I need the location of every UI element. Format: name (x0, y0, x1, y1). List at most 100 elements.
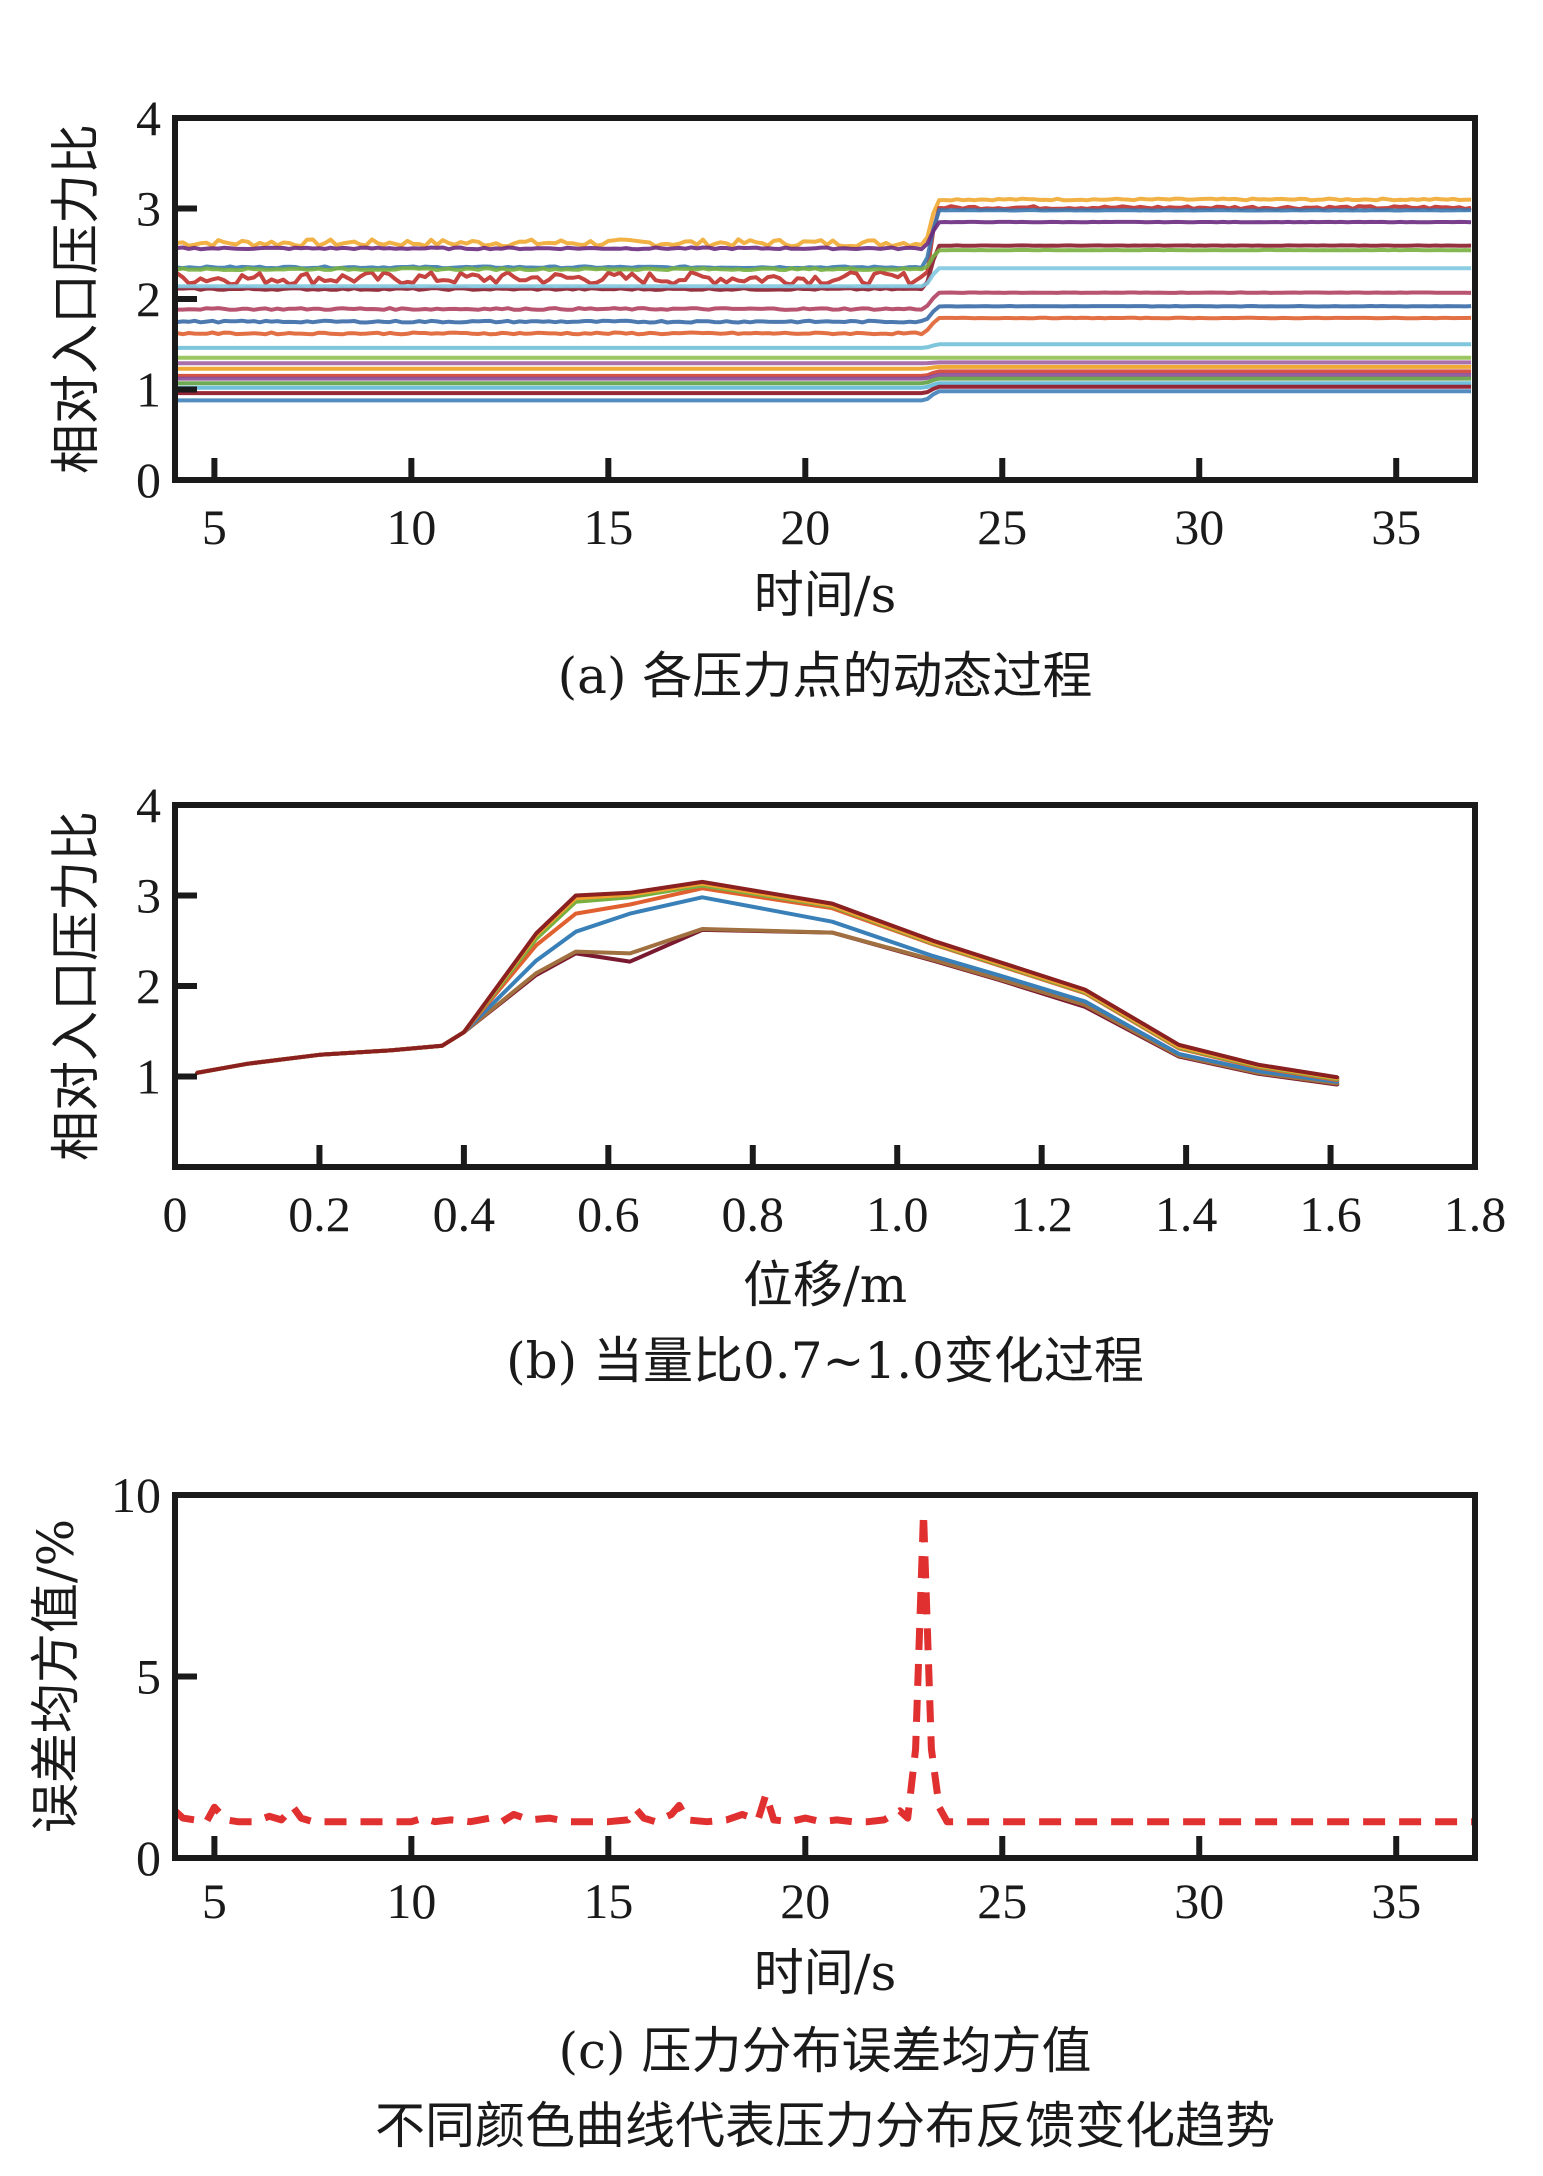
y-tick-label: 0 (136, 1830, 161, 1886)
panel-b-y-axis-title: 相对入口压力比 (47, 811, 105, 1161)
series-line-p1 (176, 196, 1472, 249)
data-point (1177, 1052, 1181, 1056)
data-point (628, 903, 632, 907)
y-tick-label: 1 (136, 362, 161, 418)
panel-b-x-axis-title: 位移/m (743, 1256, 907, 1314)
x-tick-label: 25 (977, 1873, 1027, 1929)
panel-b-tick-labels: 0 0.2 0.4 0.6 0.8 1.0 1.2 1.4 1.6 1.8 1 2 3 4 (136, 777, 1506, 1242)
data-point (996, 973, 1000, 977)
y-tick-label: 0 (136, 452, 161, 508)
data-point (574, 930, 578, 934)
data-point (830, 902, 834, 906)
panel-b-chart: 0 0.2 0.4 0.6 0.8 1.0 1.2 1.4 1.6 1.8 1 2 3 4 相对入口压力比… (47, 777, 1506, 1390)
panel-a-y-axis-title: 相对入口压力比 (47, 124, 105, 474)
series-line-p8 (177, 290, 1472, 312)
y-tick-label: 2 (136, 271, 161, 327)
data-point (628, 960, 632, 964)
series-line-p5 (176, 243, 1472, 292)
x-tick-label: 0.8 (722, 1186, 785, 1242)
panel-b-caption: (b) 当量比0.7~1.0变化过程 (506, 1332, 1144, 1390)
data-point (1336, 1075, 1340, 1079)
panel-b-ticks (175, 892, 1334, 1167)
y-tick-label: 4 (136, 90, 161, 146)
data-point (996, 960, 1000, 964)
x-tick-label: 35 (1371, 1873, 1421, 1929)
data-point (440, 1044, 444, 1048)
data-point (700, 927, 704, 931)
data-point (317, 1053, 321, 1057)
panel-c-ticks (175, 1673, 1400, 1858)
x-tick-label: 1.0 (866, 1186, 929, 1242)
x-tick-label: 0 (163, 1186, 188, 1242)
data-point (1177, 1043, 1181, 1047)
data-point (996, 977, 1000, 981)
x-tick-label: 30 (1174, 499, 1224, 555)
x-tick-label: 10 (386, 499, 436, 555)
series-line-p13 (177, 360, 1472, 366)
x-tick-label: 1.8 (1444, 1186, 1507, 1242)
data-point (534, 959, 538, 963)
panel-c-caption-note: 不同颜色曲线代表压力分布反馈变化趋势 (375, 2097, 1275, 2155)
data-point (1083, 999, 1087, 1003)
data-point (574, 894, 578, 897)
x-tick-label: 0.6 (577, 1186, 640, 1242)
x-tick-label: 0.4 (433, 1186, 496, 1242)
series-line-p19 (177, 384, 1472, 396)
x-tick-label: 1.6 (1299, 1186, 1362, 1242)
series-line-p6 (176, 247, 1472, 272)
data-point (1083, 988, 1087, 992)
y-tick-label: 10 (111, 1467, 161, 1523)
panel-c-y-axis-title: 误差均方值/% (27, 1519, 85, 1833)
data-point (700, 880, 704, 884)
panel-a-chart: 5 10 15 20 25 30 35 0 1 2 3 4 相对入口压力比 时间/s (a) 各压力点… (47, 90, 1478, 705)
x-tick-label: 30 (1174, 1873, 1224, 1929)
data-point (574, 950, 578, 954)
series-line-p17 (177, 376, 1472, 386)
data-point (390, 1048, 394, 1052)
series-line-p10 (176, 315, 1472, 337)
x-tick-label: 0.2 (288, 1186, 351, 1242)
series-line-p16 (177, 373, 1472, 381)
series-line-p14 (177, 364, 1472, 371)
panel-a-caption: (a) 各压力点的动态过程 (558, 647, 1093, 705)
data-point (534, 943, 538, 947)
x-tick-label: 20 (780, 499, 830, 555)
panel-b-plot-area (195, 879, 1340, 1087)
data-point (931, 954, 935, 958)
series-line-p15 (177, 369, 1472, 378)
x-tick-label: 10 (386, 1873, 436, 1929)
x-tick-label: 15 (583, 499, 633, 555)
x-tick-label: 1.4 (1155, 1186, 1218, 1242)
panel-a-plot-area (175, 196, 1472, 403)
data-point (534, 932, 538, 936)
data-point (245, 1062, 249, 1066)
series-line-p9 (176, 304, 1472, 325)
y-tick-label: 3 (136, 868, 161, 924)
data-point (700, 895, 704, 899)
data-point (1083, 1003, 1087, 1007)
data-point (628, 912, 632, 916)
panel-a-ticks (175, 205, 1400, 480)
data-point (628, 891, 632, 895)
panel-c-x-axis-title: 时间/s (754, 1944, 897, 2002)
series-line-p20 (177, 389, 1472, 403)
series-line-p18 (177, 381, 1472, 390)
data-point (574, 912, 578, 916)
data-point (931, 939, 935, 943)
x-tick-label: 5 (202, 499, 227, 555)
x-tick-label: 35 (1371, 499, 1421, 555)
y-tick-label: 3 (136, 181, 161, 237)
x-tick-label: 25 (977, 499, 1027, 555)
y-tick-label: 2 (136, 958, 161, 1014)
data-point (628, 951, 632, 955)
x-tick-label: 20 (780, 1873, 830, 1929)
y-tick-label: 1 (136, 1049, 161, 1105)
data-point (931, 958, 935, 962)
series-line-p4 (176, 219, 1472, 252)
y-tick-label: 5 (136, 1649, 161, 1705)
panel-c-plot-area (172, 1509, 1475, 1826)
data-point (830, 920, 834, 924)
